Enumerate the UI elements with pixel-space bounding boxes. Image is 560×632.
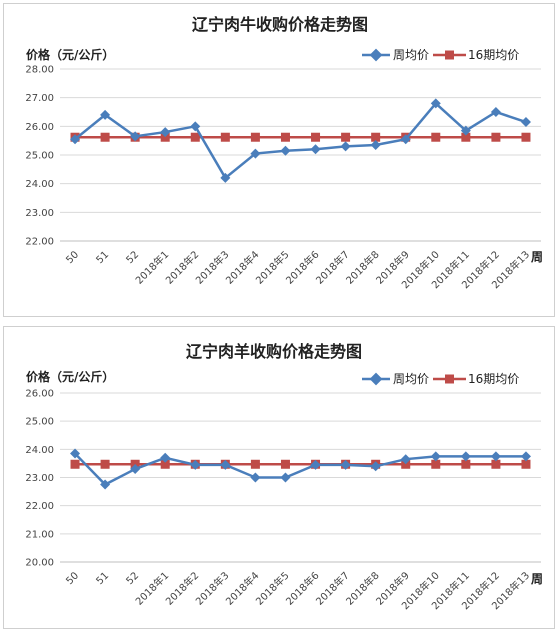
data-point-weekly bbox=[160, 127, 171, 138]
data-point-average bbox=[311, 132, 321, 142]
data-point-weekly bbox=[520, 451, 531, 462]
x-tick-label: 51 bbox=[94, 570, 111, 587]
data-point-average bbox=[190, 132, 200, 142]
data-point-weekly bbox=[190, 459, 201, 470]
data-point-average bbox=[250, 132, 260, 142]
y-tick-label: 25.00 bbox=[25, 151, 54, 162]
data-point-average bbox=[220, 132, 230, 142]
series-line-weekly bbox=[74, 452, 526, 487]
y-tick-label: 25.00 bbox=[25, 417, 54, 428]
beef-price-chart: 辽宁肉牛收购价格走势图 价格（元/公斤） 周 周均价 16期均价 22.00 23… bbox=[25, 15, 543, 291]
data-point-weekly bbox=[70, 134, 81, 145]
data-point-weekly bbox=[430, 98, 441, 109]
lamb-price-chart-panel: 辽宁肉羊收购价格走势图 价格（元/公斤） 周 周均价 16期均价 20.00 21… bbox=[3, 326, 555, 629]
y-tick-label: 24.00 bbox=[25, 179, 54, 190]
data-point-weekly bbox=[520, 117, 531, 128]
data-point-average bbox=[521, 132, 531, 142]
data-point-weekly bbox=[70, 448, 81, 459]
x-tick-label: 52 bbox=[124, 570, 141, 587]
x-axis-label: 周 bbox=[531, 572, 543, 586]
data-point-weekly bbox=[370, 139, 381, 150]
legend-weekly-marker bbox=[369, 372, 383, 386]
data-point-average bbox=[160, 459, 170, 469]
data-point-average bbox=[521, 459, 531, 469]
data-point-weekly bbox=[160, 452, 171, 463]
data-point-average bbox=[160, 132, 170, 142]
y-axis-label: 价格（元/公斤） bbox=[26, 369, 114, 384]
data-point-average bbox=[70, 459, 80, 469]
data-point-weekly bbox=[280, 145, 291, 156]
data-point-weekly bbox=[250, 472, 261, 483]
y-tick-label: 23.00 bbox=[25, 208, 54, 219]
y-tick-label: 22.00 bbox=[25, 501, 54, 512]
y-tick-label: 26.00 bbox=[25, 122, 54, 133]
data-point-average bbox=[491, 132, 501, 142]
beef-price-chart-panel: 辽宁肉牛收购价格走势图 价格（元/公斤） 周 周均价 16期均价 22.00 23… bbox=[3, 3, 555, 317]
data-point-weekly bbox=[490, 107, 501, 117]
data-point-average bbox=[431, 132, 441, 142]
legend-average-label: 16期均价 bbox=[468, 48, 519, 62]
x-tick-label: 50 bbox=[64, 249, 81, 266]
data-point-average bbox=[100, 132, 110, 142]
data-point-average bbox=[371, 132, 381, 142]
data-point-weekly bbox=[220, 172, 231, 183]
data-point-weekly bbox=[310, 144, 321, 155]
lamb-price-chart: 辽宁肉羊收购价格走势图 价格（元/公斤） 周 周均价 16期均价 20.00 21… bbox=[25, 342, 543, 612]
legend: 周均价 16期均价 bbox=[362, 48, 519, 62]
data-point-weekly bbox=[220, 459, 231, 470]
y-axis-label: 价格（元/公斤） bbox=[26, 47, 114, 62]
y-tick-label: 20.00 bbox=[25, 558, 54, 569]
data-point-weekly bbox=[400, 134, 411, 145]
data-point-weekly bbox=[310, 459, 321, 470]
x-tick-label: 50 bbox=[64, 570, 81, 587]
data-point-weekly bbox=[250, 148, 261, 159]
chart-title: 辽宁肉羊收购价格走势图 bbox=[186, 342, 362, 361]
data-point-weekly bbox=[340, 459, 351, 470]
legend-average-label: 16期均价 bbox=[468, 372, 519, 386]
data-point-average bbox=[280, 132, 290, 142]
data-point-weekly bbox=[130, 464, 141, 475]
chart-title: 辽宁肉牛收购价格走势图 bbox=[192, 15, 368, 34]
legend-weekly-label: 周均价 bbox=[393, 48, 429, 62]
data-point-average bbox=[401, 459, 411, 469]
data-point-average bbox=[250, 459, 260, 469]
data-point-weekly bbox=[370, 461, 381, 472]
data-point-average bbox=[461, 459, 471, 469]
data-point-weekly bbox=[490, 451, 501, 462]
x-tick-label: 52 bbox=[124, 249, 141, 266]
y-tick-label: 28.00 bbox=[25, 65, 54, 76]
data-point-average bbox=[431, 459, 441, 469]
legend-average-marker bbox=[445, 50, 454, 60]
y-tick-label: 27.00 bbox=[25, 93, 54, 104]
data-point-average bbox=[341, 132, 351, 142]
legend-weekly-marker bbox=[369, 48, 383, 62]
y-tick-label: 26.00 bbox=[25, 389, 54, 400]
data-point-weekly bbox=[100, 109, 111, 120]
data-point-average bbox=[280, 459, 290, 469]
data-point-average bbox=[491, 459, 501, 469]
y-tick-label: 24.00 bbox=[25, 445, 54, 456]
data-point-weekly bbox=[100, 479, 111, 490]
data-point-weekly bbox=[280, 472, 291, 483]
x-tick-label: 51 bbox=[94, 249, 111, 266]
data-point-average bbox=[100, 459, 110, 469]
data-point-weekly bbox=[430, 451, 441, 462]
data-point-weekly bbox=[400, 454, 411, 465]
y-tick-label: 21.00 bbox=[25, 529, 54, 540]
data-point-weekly bbox=[460, 125, 471, 136]
legend-average-marker bbox=[445, 374, 454, 384]
series-line-weekly bbox=[74, 101, 527, 180]
y-tick-label: 22.00 bbox=[25, 237, 54, 248]
data-point-weekly bbox=[190, 121, 201, 132]
data-point-weekly bbox=[460, 451, 471, 462]
legend-weekly-label: 周均价 bbox=[393, 372, 429, 386]
legend: 周均价 16期均价 bbox=[362, 372, 519, 386]
x-axis-label: 周 bbox=[531, 250, 543, 264]
data-point-average bbox=[461, 132, 471, 142]
data-point-weekly bbox=[340, 141, 351, 152]
data-point-weekly bbox=[130, 131, 141, 142]
y-tick-label: 23.00 bbox=[25, 473, 54, 484]
